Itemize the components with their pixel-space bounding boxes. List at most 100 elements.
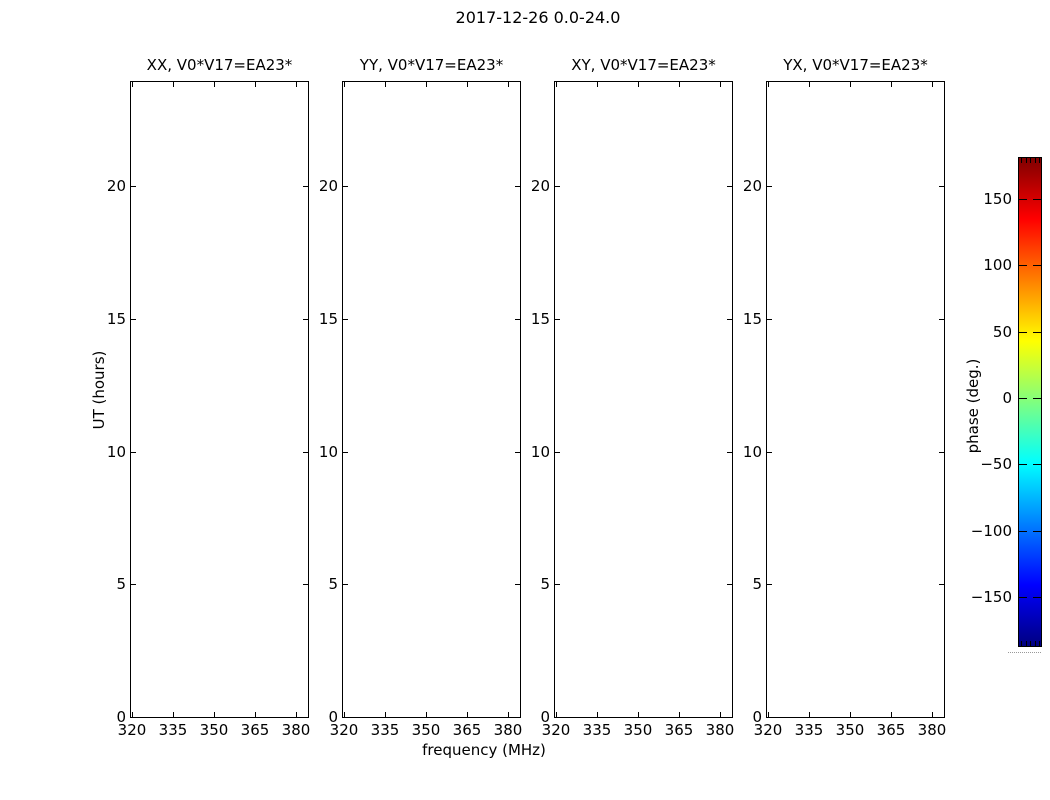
colorbar-tick-left <box>1019 398 1027 399</box>
y-tick-left <box>131 319 136 320</box>
x-tick-bottom <box>385 712 386 717</box>
x-tick-label: 335 <box>794 721 824 739</box>
colorbar-tick-label: −150 <box>970 588 1012 606</box>
colorbar-end-tick-top <box>1039 158 1040 163</box>
x-tick-top <box>426 82 427 87</box>
subplot-box <box>130 81 309 718</box>
y-tick-label: 20 <box>318 177 338 195</box>
x-tick-bottom <box>426 712 427 717</box>
x-tick-label: 380 <box>281 721 311 739</box>
x-tick-top <box>720 82 721 87</box>
y-tick-left <box>131 584 136 585</box>
y-tick-left <box>343 584 348 585</box>
colorbar-tick-right <box>1033 531 1041 532</box>
y-tick-left <box>555 186 560 187</box>
x-tick-bottom <box>679 712 680 717</box>
colorbar-end-tick-top <box>1030 158 1031 163</box>
x-tick-top <box>850 82 851 87</box>
y-tick-right <box>727 452 732 453</box>
y-tick-right <box>515 186 520 187</box>
subplot-box <box>554 81 733 718</box>
x-tick-bottom <box>891 712 892 717</box>
x-tick-top <box>296 82 297 87</box>
y-tick-right <box>939 452 944 453</box>
colorbar-tick-label: 50 <box>992 323 1012 341</box>
x-tick-label: 365 <box>876 721 906 739</box>
y-tick-right <box>515 717 520 718</box>
x-tick-label: 365 <box>452 721 482 739</box>
x-tick-top <box>679 82 680 87</box>
y-tick-right <box>939 717 944 718</box>
colorbar-tick-right <box>1033 398 1041 399</box>
colorbar-end-tick-bottom <box>1039 641 1040 646</box>
x-tick-top <box>597 82 598 87</box>
colorbar-end-tick-top <box>1021 158 1022 163</box>
x-tick-bottom <box>255 712 256 717</box>
colorbar-tick-left <box>1019 265 1027 266</box>
x-tick-top <box>173 82 174 87</box>
y-axis-label: UT (hours) <box>90 350 108 430</box>
x-tick-bottom <box>132 712 133 717</box>
subplot-title: XY, V0*V17=EA23* <box>571 56 716 74</box>
x-tick-label: 380 <box>493 721 523 739</box>
y-tick-label: 0 <box>540 708 550 726</box>
x-tick-label: 320 <box>541 721 571 739</box>
x-tick-bottom <box>850 712 851 717</box>
x-tick-top <box>385 82 386 87</box>
colorbar-gradient <box>1019 158 1041 646</box>
subplot-title: YY, V0*V17=EA23* <box>359 56 504 74</box>
y-tick-label: 20 <box>530 177 550 195</box>
x-tick-bottom <box>344 712 345 717</box>
y-tick-label: 20 <box>742 177 762 195</box>
y-tick-left <box>555 717 560 718</box>
x-tick-bottom <box>508 712 509 717</box>
x-tick-top <box>214 82 215 87</box>
y-tick-right <box>303 319 308 320</box>
x-tick-bottom <box>932 712 933 717</box>
y-tick-right <box>303 584 308 585</box>
x-tick-top <box>891 82 892 87</box>
y-tick-left <box>555 319 560 320</box>
x-tick-label: 350 <box>199 721 229 739</box>
x-tick-label: 365 <box>664 721 694 739</box>
y-tick-right <box>727 717 732 718</box>
y-tick-right <box>939 186 944 187</box>
subplot-box <box>766 81 945 718</box>
subplot-box <box>342 81 521 718</box>
x-tick-label: 350 <box>835 721 865 739</box>
colorbar-tick-left <box>1019 332 1027 333</box>
y-tick-left <box>343 319 348 320</box>
x-tick-top <box>508 82 509 87</box>
y-tick-right <box>303 452 308 453</box>
colorbar-tick-label: −100 <box>970 522 1012 540</box>
x-tick-top <box>932 82 933 87</box>
y-tick-label: 10 <box>106 443 126 461</box>
x-tick-label: 365 <box>240 721 270 739</box>
x-tick-label: 350 <box>411 721 441 739</box>
colorbar-tick-left <box>1019 464 1027 465</box>
y-tick-right <box>727 584 732 585</box>
x-tick-label: 335 <box>370 721 400 739</box>
y-tick-label: 15 <box>318 310 338 328</box>
x-tick-label: 335 <box>158 721 188 739</box>
y-tick-left <box>343 717 348 718</box>
x-tick-top <box>638 82 639 87</box>
colorbar-end-tick-bottom <box>1026 641 1027 646</box>
y-tick-label: 10 <box>318 443 338 461</box>
colorbar-tick-label: 100 <box>983 256 1012 274</box>
y-tick-left <box>767 186 772 187</box>
figure-title: 2017-12-26 0.0-24.0 <box>455 8 621 27</box>
y-tick-right <box>515 319 520 320</box>
y-tick-left <box>131 452 136 453</box>
x-tick-top <box>132 82 133 87</box>
colorbar-end-tick-bottom <box>1030 641 1031 646</box>
x-tick-top <box>809 82 810 87</box>
x-tick-label: 320 <box>329 721 359 739</box>
y-tick-left <box>555 452 560 453</box>
y-tick-label: 10 <box>742 443 762 461</box>
subplot-title: YX, V0*V17=EA23* <box>783 56 928 74</box>
y-tick-left <box>767 452 772 453</box>
y-tick-left <box>131 186 136 187</box>
y-tick-right <box>303 186 308 187</box>
x-tick-top <box>467 82 468 87</box>
